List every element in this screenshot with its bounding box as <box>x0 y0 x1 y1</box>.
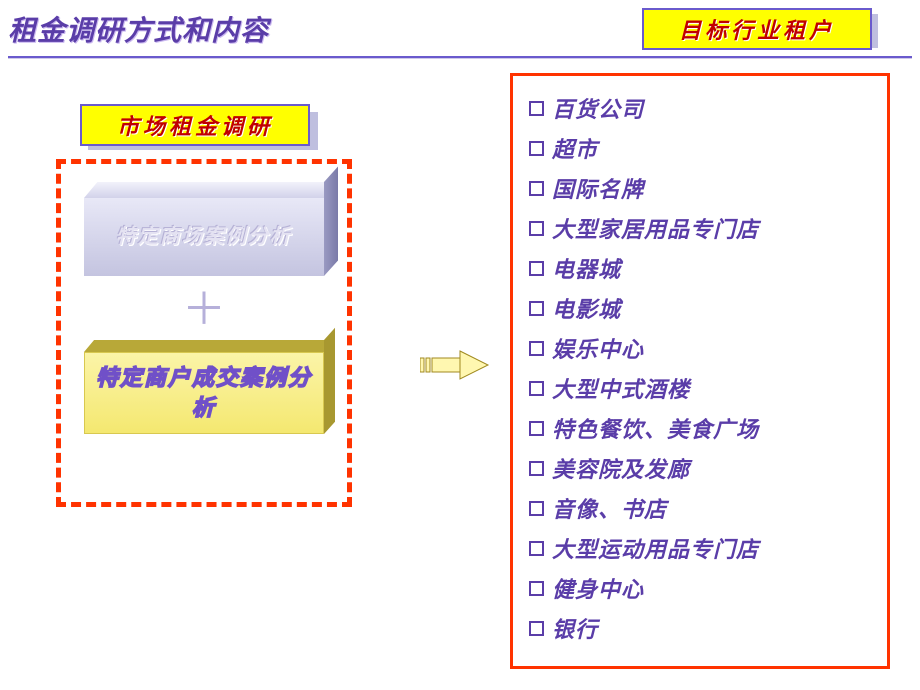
content-area: 市场租金调研 特定商场案例分析 ＋ 特定商户成交案例分析 <box>0 59 920 689</box>
list-item: 美容院及发廊 <box>529 452 871 484</box>
checkbox-icon <box>529 621 544 636</box>
list-item: 大型家居用品专门店 <box>529 212 871 244</box>
left-label-wrap: 市场租金调研 <box>80 104 310 146</box>
list-item-label: 百货公司 <box>552 92 644 124</box>
checkbox-icon <box>529 461 544 476</box>
list-item-label: 健身中心 <box>552 572 644 604</box>
block-silver: 特定商场案例分析 <box>84 182 324 276</box>
list-item: 大型运动用品专门店 <box>529 532 871 564</box>
list-item-label: 音像、书店 <box>552 492 667 524</box>
block-silver-text: 特定商场案例分析 <box>116 224 292 250</box>
list-item: 音像、书店 <box>529 492 871 524</box>
list-item: 健身中心 <box>529 572 871 604</box>
checkbox-icon <box>529 421 544 436</box>
block-gold-text: 特定商户成交案例分析 <box>93 363 315 422</box>
list-item-label: 超市 <box>552 132 598 164</box>
list-item-label: 大型运动用品专门店 <box>552 532 759 564</box>
list-item-label: 国际名牌 <box>552 172 644 204</box>
checkbox-icon <box>529 141 544 156</box>
list-item: 超市 <box>529 132 871 164</box>
arrow-icon <box>420 349 490 386</box>
section-title-right-wrap: 目标行业租户 <box>642 8 872 50</box>
plus-icon: ＋ <box>81 288 327 332</box>
list-item-label: 美容院及发廊 <box>552 452 690 484</box>
left-label: 市场租金调研 <box>80 104 310 146</box>
list-item: 银行 <box>529 612 871 644</box>
dashed-container: 特定商场案例分析 ＋ 特定商户成交案例分析 <box>56 159 352 507</box>
checkbox-icon <box>529 381 544 396</box>
list-item: 大型中式酒楼 <box>529 372 871 404</box>
checkbox-icon <box>529 541 544 556</box>
header: 租金调研方式和内容 目标行业租户 <box>0 0 920 50</box>
checkbox-icon <box>529 101 544 116</box>
list-item: 电器城 <box>529 252 871 284</box>
list-item: 特色餐饮、美食广场 <box>529 412 871 444</box>
list-item: 百货公司 <box>529 92 871 124</box>
list-item-label: 娱乐中心 <box>552 332 644 364</box>
checkbox-icon <box>529 301 544 316</box>
list-item-label: 特色餐饮、美食广场 <box>552 412 759 444</box>
checkbox-icon <box>529 221 544 236</box>
checkbox-icon <box>529 181 544 196</box>
list-item-label: 大型家居用品专门店 <box>552 212 759 244</box>
block-gold: 特定商户成交案例分析 <box>84 340 324 434</box>
checkbox-icon <box>529 261 544 276</box>
list-item-label: 电器城 <box>552 252 621 284</box>
list-item: 娱乐中心 <box>529 332 871 364</box>
list-item: 国际名牌 <box>529 172 871 204</box>
list-item-label: 大型中式酒楼 <box>552 372 690 404</box>
checkbox-icon <box>529 581 544 596</box>
section-title-right: 目标行业租户 <box>642 8 872 50</box>
checkbox-icon <box>529 341 544 356</box>
page-title: 租金调研方式和内容 <box>8 9 582 49</box>
list-item: 电影城 <box>529 292 871 324</box>
tenant-list: 百货公司超市国际名牌大型家居用品专门店电器城电影城娱乐中心大型中式酒楼特色餐饮、… <box>510 73 890 669</box>
list-item-label: 电影城 <box>552 292 621 324</box>
checkbox-icon <box>529 501 544 516</box>
list-item-label: 银行 <box>552 612 598 644</box>
